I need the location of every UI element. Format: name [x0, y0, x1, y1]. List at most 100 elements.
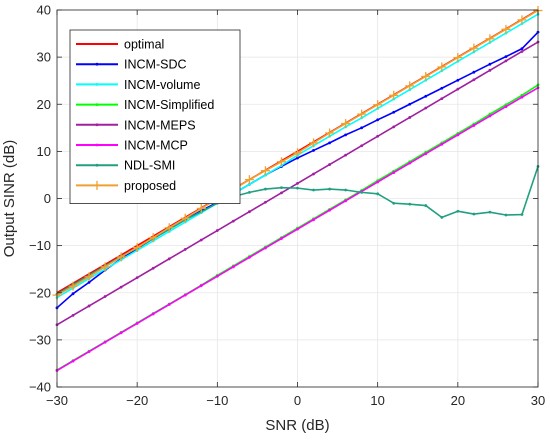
- data-point: [520, 95, 524, 99]
- data-point: [472, 70, 476, 74]
- data-point: [344, 188, 347, 192]
- data-point: [421, 71, 431, 81]
- data-point: [405, 81, 415, 91]
- legend-marker: [95, 103, 99, 106]
- data-point: [151, 266, 155, 270]
- data-point: [440, 215, 444, 219]
- data-point: [276, 157, 286, 167]
- data-point: [392, 201, 396, 205]
- data-point: [280, 186, 283, 190]
- legend-marker: [95, 163, 99, 167]
- data-point: [296, 186, 299, 190]
- legend-box: [69, 29, 241, 205]
- data-point: [264, 200, 267, 204]
- legend-marker: [95, 83, 99, 86]
- data-point: [341, 119, 351, 129]
- x-tick-label: −20: [126, 393, 148, 408]
- data-point: [408, 116, 412, 119]
- legend-marker: [95, 123, 99, 127]
- legend: optimal INCM-SDC INCM-volume INCM-Simplifie…: [69, 29, 241, 205]
- legend-label: NDL-SMI: [124, 159, 175, 173]
- data-point: [180, 213, 190, 223]
- data-point: [488, 114, 492, 118]
- data-point: [392, 125, 396, 129]
- data-point: [312, 188, 315, 192]
- legend-item: optimal: [76, 38, 164, 52]
- data-point: [520, 50, 524, 53]
- data-point: [100, 262, 110, 272]
- data-point: [376, 134, 380, 138]
- data-point: [344, 199, 347, 203]
- series-incm-meps: [55, 40, 540, 327]
- data-point: [456, 133, 460, 137]
- data-point: [167, 257, 171, 261]
- data-point: [231, 219, 235, 223]
- legend-label: proposed: [124, 179, 176, 193]
- data-point: [520, 213, 524, 216]
- data-point: [472, 212, 476, 216]
- legend-label: INCM-Simplified: [124, 98, 214, 112]
- data-point: [485, 34, 495, 44]
- data-point: [183, 247, 187, 251]
- legend-label: INCM-volume: [124, 78, 200, 92]
- data-point: [376, 118, 380, 122]
- data-point: [504, 213, 508, 217]
- y-axis-label: Output SINR (dB): [1, 140, 18, 258]
- data-point: [312, 218, 315, 222]
- data-point: [360, 190, 364, 194]
- data-point: [360, 126, 364, 130]
- x-tick-label: 10: [370, 393, 384, 408]
- data-point: [328, 141, 331, 145]
- data-point: [164, 223, 174, 233]
- data-point: [248, 190, 251, 194]
- data-point: [231, 265, 235, 269]
- data-point: [132, 243, 142, 253]
- data-point: [501, 24, 511, 34]
- data-point: [328, 187, 331, 191]
- data-point: [408, 202, 412, 206]
- legend-label: INCM-MEPS: [124, 118, 196, 132]
- data-point: [280, 191, 283, 195]
- data-point: [517, 15, 527, 25]
- data-point: [488, 62, 492, 66]
- data-point: [376, 192, 380, 196]
- data-point: [344, 153, 347, 157]
- y-tick-label: 20: [37, 97, 51, 112]
- data-point: [360, 144, 364, 148]
- data-point: [135, 276, 139, 280]
- data-point: [312, 172, 315, 176]
- data-point: [424, 152, 428, 156]
- data-point: [440, 142, 444, 146]
- data-point: [248, 182, 251, 186]
- x-tick-label: 20: [451, 393, 465, 408]
- data-point: [504, 59, 508, 63]
- legend-item: proposed: [76, 179, 176, 193]
- data-point: [408, 102, 412, 106]
- data-point: [87, 304, 91, 308]
- legend-item: INCM-MEPS: [76, 118, 196, 132]
- x-tick-label: −10: [206, 393, 228, 408]
- data-point: [328, 163, 331, 166]
- x-tick-label: −30: [46, 393, 68, 408]
- data-point: [504, 55, 508, 59]
- data-point: [472, 78, 476, 82]
- data-point: [215, 229, 219, 232]
- data-point: [119, 331, 123, 335]
- data-point: [453, 53, 463, 63]
- data-point: [424, 204, 428, 207]
- data-point: [119, 285, 123, 289]
- legend-marker: [92, 180, 102, 190]
- data-point: [424, 106, 428, 110]
- x-tick-label: 0: [294, 393, 301, 408]
- y-tick-label: −40: [29, 380, 51, 395]
- data-point: [520, 47, 524, 51]
- data-point: [325, 128, 335, 138]
- data-point: [87, 280, 91, 284]
- data-point: [328, 208, 331, 212]
- y-tick-label: −30: [29, 332, 51, 347]
- data-point: [357, 109, 367, 119]
- data-point: [148, 233, 158, 243]
- data-point: [376, 180, 380, 184]
- data-point: [199, 238, 203, 242]
